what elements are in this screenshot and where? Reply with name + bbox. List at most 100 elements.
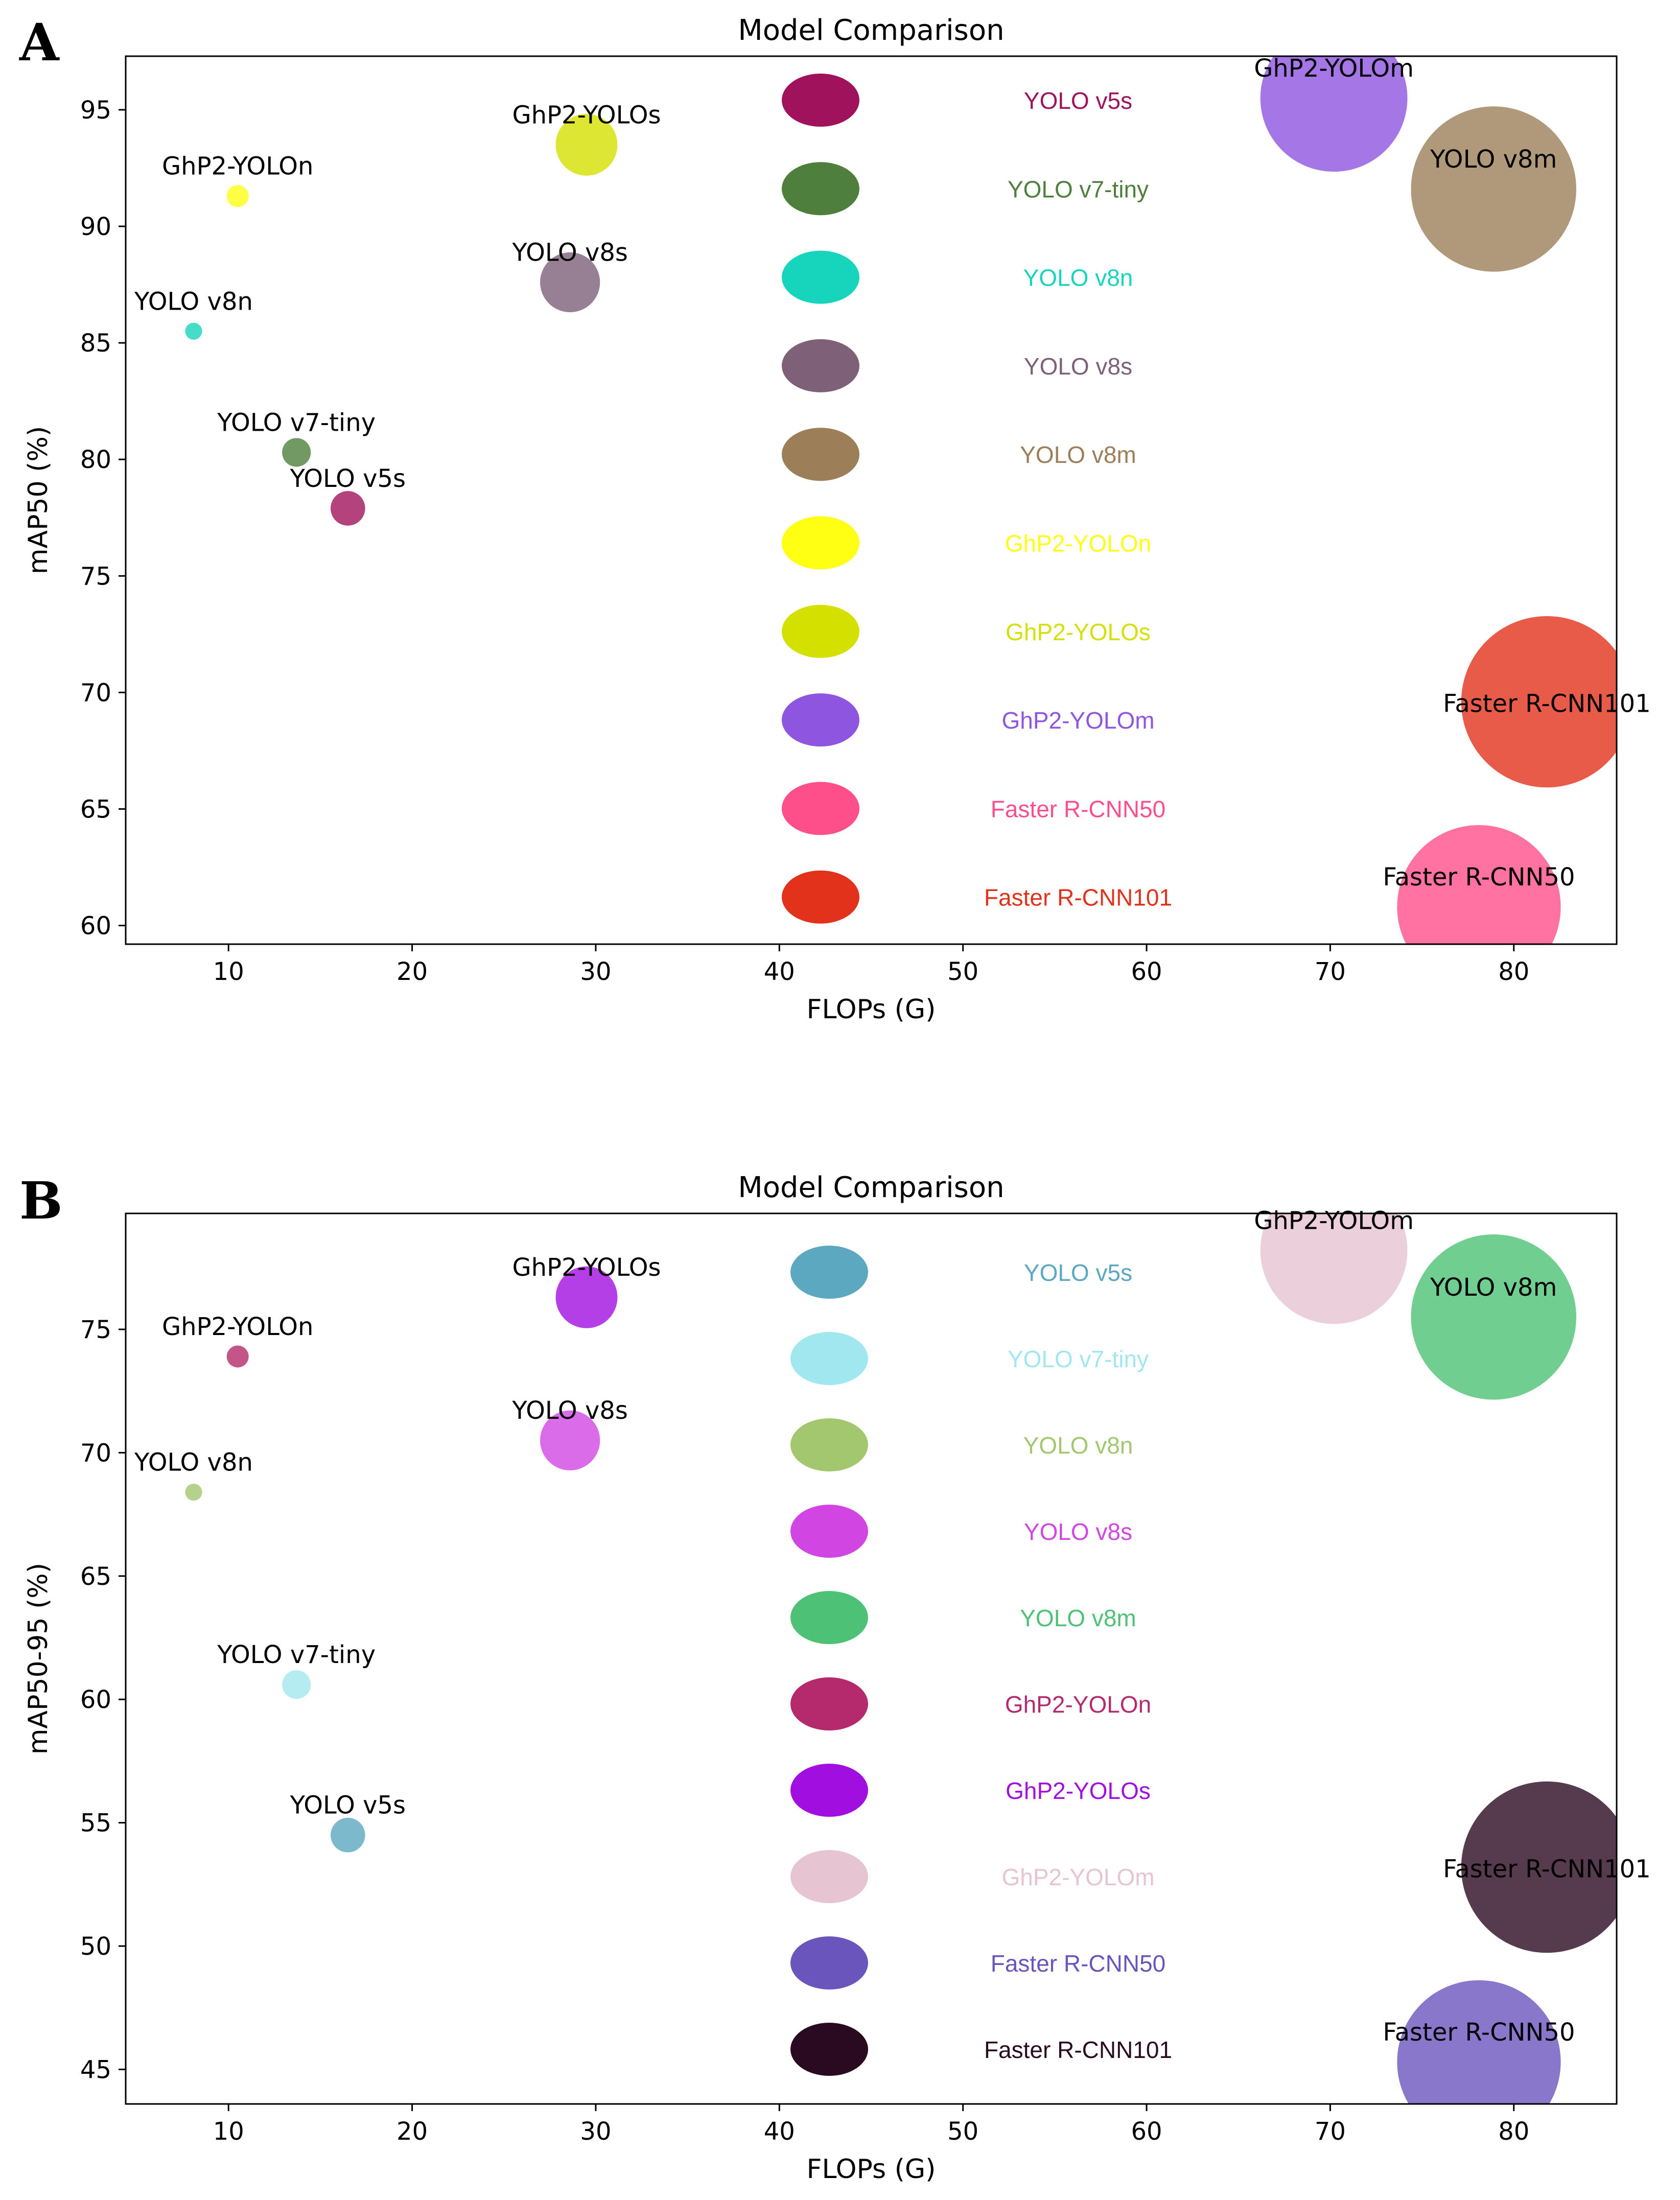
bubble-label: YOLO v7-tiny [217,1641,376,1669]
legend-swatch [782,516,859,570]
legend-swatch [782,250,859,304]
y-tick-label: 95 [80,96,111,125]
legend-label: YOLO v8m [1020,1605,1136,1631]
legend-swatch [790,1246,868,1299]
legend-label: YOLO v8s [1024,1518,1132,1545]
x-axis-label: FLOPs (G) [807,994,936,1025]
x-tick-label: 30 [580,957,611,986]
y-tick-label: 60 [80,1686,111,1714]
x-tick-label: 10 [213,2117,244,2146]
bubble-label: YOLO v5s [290,1791,406,1820]
y-tick-label: 70 [80,678,111,707]
x-tick-label: 60 [1131,2117,1162,2146]
y-tick-label: 65 [80,795,111,824]
legend-swatch [782,604,859,658]
bubble-point [185,1483,202,1501]
bubble-label: Faster R-CNN101 [1443,1855,1651,1883]
bubbles [185,56,1617,944]
x-axis-label: FLOPs (G) [807,2154,936,2185]
bubble-point [555,113,618,176]
legend-swatch [790,2023,868,2076]
legend-swatch [782,74,859,127]
bubble-label: YOLO v8m [1430,1273,1557,1302]
x-tick-label: 30 [580,2117,611,2146]
legend-swatch [782,162,859,216]
chart-panel-b: B Model Comparison YOLO v5s YOLO v7-tiny YOL… [19,1171,1651,2185]
y-tick-label: 60 [80,912,111,941]
bubble-label: YOLO v8s [511,1396,628,1425]
bubble-point [282,438,311,467]
panel-label: A [19,12,60,73]
legend-label: GhP2-YOLOn [1005,1691,1151,1718]
x-tick-label: 80 [1498,957,1529,986]
bubble-label: Faster R-CNN101 [1443,690,1651,718]
legend-swatch [790,1418,868,1471]
bubble-label: YOLO v8n [134,287,253,316]
y-tick-label: 65 [80,1562,111,1591]
legend-swatch [782,428,859,481]
x-tick-label: 60 [1131,957,1162,986]
bubble-point [1411,106,1576,272]
legend-swatch [782,693,859,747]
legend-swatch [790,1764,868,1817]
x-tick-label: 50 [947,2117,978,2146]
legend-swatch [782,339,859,392]
y-tick-label: 85 [80,329,111,358]
x-tick-label: 20 [396,957,428,986]
legend-label: GhP2-YOLOs [1006,1777,1151,1804]
bubble-point [331,1817,365,1853]
y-tick-label: 45 [80,2055,111,2084]
legend-swatch [790,1850,868,1903]
panel-label: B [19,1171,63,1231]
legend-label: YOLO v8n [1023,1432,1133,1459]
x-tick-label: 80 [1498,2117,1529,2146]
bubble-label: YOLO v8m [1430,145,1557,174]
legend-label: Faster R-CNN101 [984,884,1172,911]
legend-swatch [782,870,859,924]
bubble-label: GhP2-YOLOn [162,152,313,181]
legend-label: YOLO v5s [1024,1259,1132,1286]
legend-label: Faster R-CNN50 [991,795,1166,822]
legend-label: GhP2-YOLOs [1006,619,1151,645]
bubble-point [226,1345,249,1368]
x-tick-label: 50 [947,957,978,986]
y-tick-label: 70 [80,1439,111,1467]
bubble-point [1411,1234,1576,1400]
x-tick-label: 70 [1315,957,1346,986]
bubble-point [540,1410,600,1470]
bubble-point [185,322,202,340]
legend-label: GhP2-YOLOn [1005,530,1151,557]
bubble-label: Faster R-CNN50 [1383,863,1575,892]
chart-title: Model Comparison [738,14,1004,47]
legend-label: YOLO v8n [1023,265,1133,291]
bubble-label: GhP2-YOLOs [512,101,661,129]
y-axis-label: mAP50 (%) [23,426,54,574]
bubble-point [1461,1781,1617,1953]
legend-label: GhP2-YOLOm [1001,1864,1154,1890]
legend-label: YOLO v5s [1024,87,1132,114]
legend-label: YOLO v8m [1020,441,1136,468]
bubble-point [282,1670,311,1699]
plot-frame [125,55,1618,945]
bubble-label: Faster R-CNN50 [1383,2018,1575,2047]
chart-panel-a: A Model Comparison YOLO v5s YOLO v7-tiny YOL… [19,12,1651,1025]
legend-swatch [782,782,859,835]
bubble-label: GhP2-YOLOn [162,1313,313,1341]
legend-swatch [790,1505,868,1558]
legend-swatch [790,1677,868,1730]
y-tick-label: 75 [80,1316,111,1344]
legend-label: GhP2-YOLOm [1001,707,1154,734]
y-tick-label: 75 [80,562,111,591]
bubble-point [1461,616,1617,788]
bubble-point [331,491,365,526]
x-tick-label: 40 [764,957,795,986]
x-tick-label: 20 [396,2117,428,2146]
legend-label: YOLO v7-tiny [1008,176,1149,202]
bubble-point [1397,825,1561,944]
bubbles [185,1213,1617,2104]
bubble-label: GhP2-YOLOm [1254,54,1414,83]
legend-swatch [790,1936,868,1990]
legend-swatch [790,1332,868,1385]
bubble-point [226,185,249,207]
